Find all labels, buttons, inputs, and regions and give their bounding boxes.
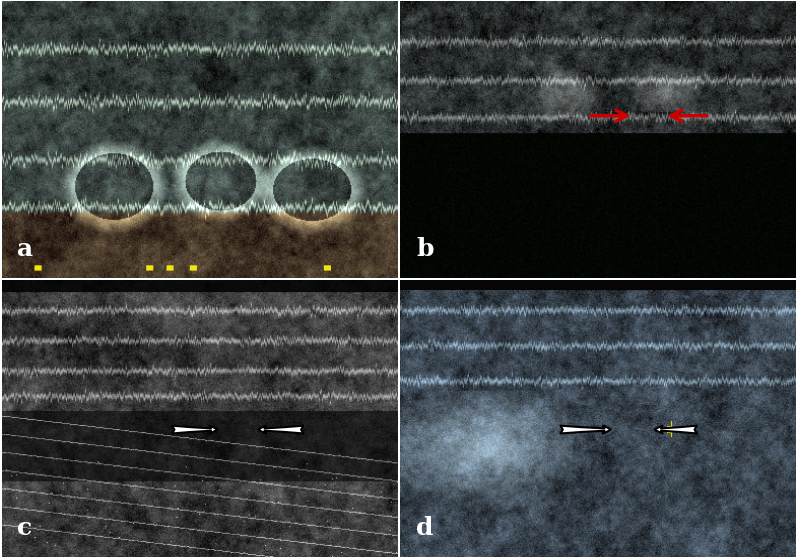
Text: a: a	[18, 237, 33, 261]
Text: d: d	[416, 516, 434, 540]
Text: b: b	[416, 237, 434, 261]
Text: c: c	[18, 516, 33, 540]
